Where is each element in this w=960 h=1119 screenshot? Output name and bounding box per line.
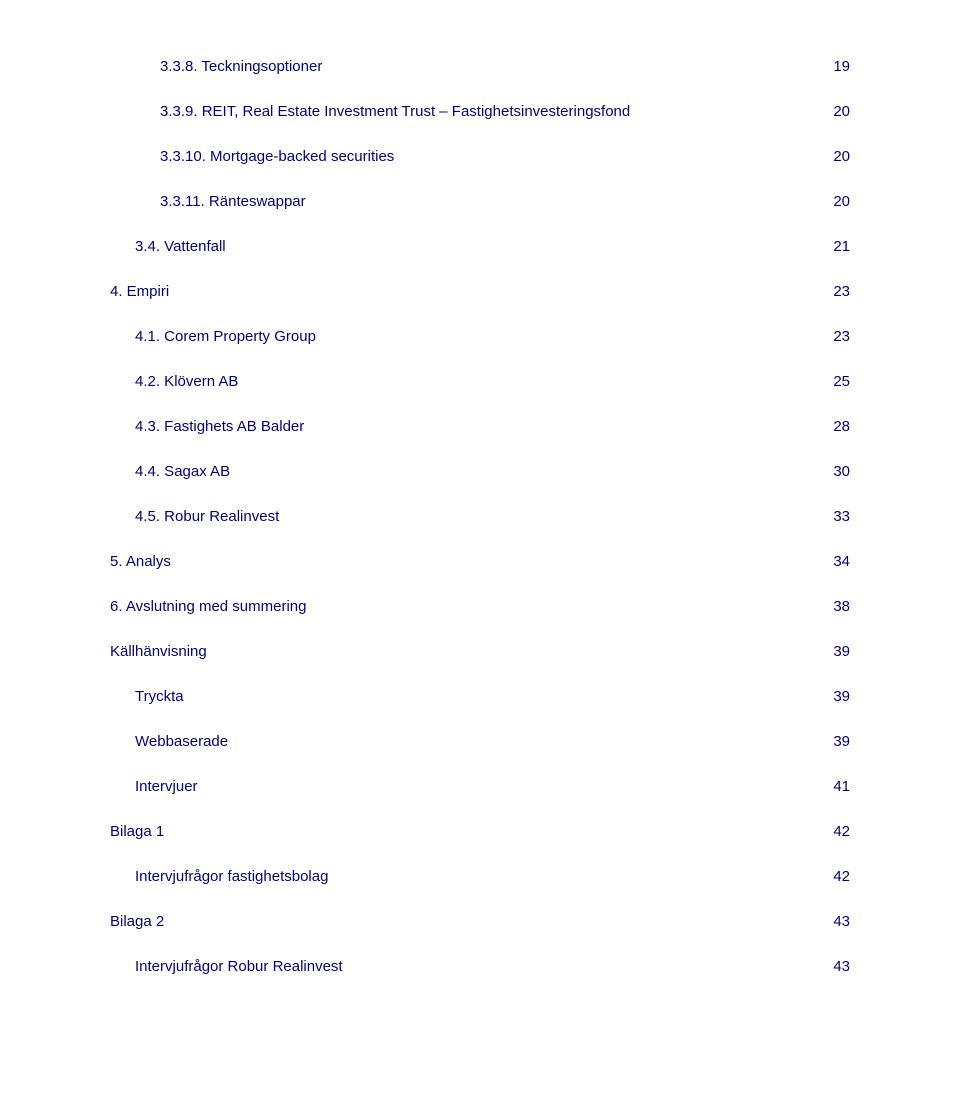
toc-entry-page: 28 (833, 418, 850, 435)
toc-entry: 4.5. Robur Realinvest 33 (110, 508, 850, 525)
toc-entry-label: 4.2. Klövern AB (135, 373, 238, 390)
toc-entry-label: Intervjufrågor fastighetsbolag (135, 868, 328, 885)
toc-entry: Källhänvisning 39 (110, 643, 850, 660)
toc-entry: 3.3.9. REIT, Real Estate Investment Trus… (110, 103, 850, 120)
toc-entry-label: 4.5. Robur Realinvest (135, 508, 279, 525)
toc-entry-page: 38 (833, 598, 850, 615)
toc-entry-page: 25 (833, 373, 850, 390)
toc-entry-label: 5. Analys (110, 553, 171, 570)
toc-entry: 4.3. Fastighets AB Balder 28 (110, 418, 850, 435)
toc-entry-page: 39 (833, 733, 850, 750)
toc-entry-label: 3.4. Vattenfall (135, 238, 226, 255)
toc-entry-page: 41 (833, 778, 850, 795)
toc-entry-page: 42 (833, 823, 850, 840)
toc-entry-label: Intervjufrågor Robur Realinvest (135, 958, 343, 975)
toc-entry-page: 20 (833, 148, 850, 165)
toc-entry-label: Tryckta (135, 688, 184, 705)
toc-entry-page: 30 (833, 463, 850, 480)
toc-entry-page: 43 (833, 958, 850, 975)
toc-page: 3.3.8. Teckningsoptioner 19 3.3.9. REIT, R… (0, 0, 960, 1119)
toc-entry: Tryckta 39 (110, 688, 850, 705)
toc-entry-label: Intervjuer (135, 778, 198, 795)
toc-entry-page: 20 (833, 193, 850, 210)
toc-entry: 4.2. Klövern AB 25 (110, 373, 850, 390)
toc-entry-page: 23 (833, 328, 850, 345)
toc-entry: Intervjuer 41 (110, 778, 850, 795)
toc-entry-page: 23 (833, 283, 850, 300)
toc-entry-label: Bilaga 1 (110, 823, 164, 840)
toc-entry: Intervjufrågor fastighetsbolag 42 (110, 868, 850, 885)
toc-entry-page: 39 (833, 688, 850, 705)
toc-entry-label: 6. Avslutning med summering (110, 598, 307, 615)
toc-entry-label: Webbaserade (135, 733, 228, 750)
toc-entry-page: 43 (833, 913, 850, 930)
toc-entry-label: 3.3.8. Teckningsoptioner (160, 58, 322, 75)
toc-entry-label: 3.3.10. Mortgage-backed securities (160, 148, 394, 165)
toc-entry: 4.1. Corem Property Group 23 (110, 328, 850, 345)
toc-entry-page: 33 (833, 508, 850, 525)
toc-entry: 5. Analys 34 (110, 553, 850, 570)
toc-entry: 3.3.8. Teckningsoptioner 19 (110, 58, 850, 75)
toc-entry: 4. Empiri 23 (110, 283, 850, 300)
toc-entry-label: 3.3.11. Ränteswappar (160, 193, 306, 210)
toc-entry: 3.3.10. Mortgage-backed securities 20 (110, 148, 850, 165)
toc-entry-label: 3.3.9. REIT, Real Estate Investment Trus… (160, 103, 630, 120)
toc-entry: 4.4. Sagax AB 30 (110, 463, 850, 480)
toc-entry-label: 4.1. Corem Property Group (135, 328, 316, 345)
toc-entry: 6. Avslutning med summering 38 (110, 598, 850, 615)
toc-entry-page: 42 (833, 868, 850, 885)
toc-entry-label: 4.3. Fastighets AB Balder (135, 418, 304, 435)
toc-entry-label: Källhänvisning (110, 643, 207, 660)
toc-entry-page: 34 (833, 553, 850, 570)
toc-entry-label: 4. Empiri (110, 283, 169, 300)
toc-entry: Webbaserade 39 (110, 733, 850, 750)
toc-entry: Bilaga 2 43 (110, 913, 850, 930)
toc-entry-label: 4.4. Sagax AB (135, 463, 230, 480)
toc-entry: 3.3.11. Ränteswappar 20 (110, 193, 850, 210)
toc-entry-label: Bilaga 2 (110, 913, 164, 930)
toc-entry-page: 19 (833, 58, 850, 75)
toc-entry-page: 39 (833, 643, 850, 660)
toc-entry-page: 20 (833, 103, 850, 120)
toc-entry: 3.4. Vattenfall 21 (110, 238, 850, 255)
toc-entry: Bilaga 1 42 (110, 823, 850, 840)
toc-entry-page: 21 (833, 238, 850, 255)
toc-entry: Intervjufrågor Robur Realinvest 43 (110, 958, 850, 975)
